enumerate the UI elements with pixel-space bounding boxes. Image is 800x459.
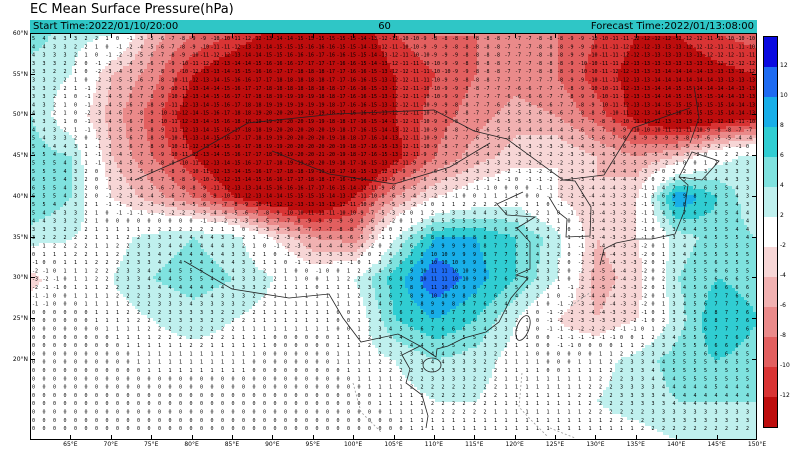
header-bar: Start Time:2022/01/10/20:00 60 Forecast … — [30, 20, 757, 33]
x-tick-label: 75°E — [143, 441, 159, 448]
page-title: EC Mean Surface Pressure(hPa) — [30, 2, 234, 17]
y-tick-label: 30°N — [12, 274, 28, 282]
colorbar-segment — [764, 247, 777, 277]
x-tick-label: 140°E — [667, 441, 686, 448]
y-tick-label: 55°N — [12, 70, 28, 78]
colorbar-segment — [764, 277, 777, 307]
x-tick-label: 105°E — [384, 441, 403, 448]
colorbar-label: -10 — [780, 362, 790, 369]
colorbar-segment — [764, 217, 777, 247]
colorbar-segment — [764, 187, 777, 217]
x-tick-label: 95°E — [305, 441, 320, 448]
x-tick-label: 80°E — [184, 441, 199, 448]
colorbar-label: 8 — [780, 122, 784, 129]
colorbar-segment — [764, 367, 777, 397]
colorbar — [763, 36, 778, 428]
colorbar-segment — [764, 37, 777, 67]
x-tick-label: 130°E — [586, 441, 605, 448]
colorbar-label: -4 — [780, 272, 786, 279]
colorbar-label: 4 — [780, 182, 784, 189]
x-tick-label: 110°E — [424, 441, 443, 448]
x-tick-label: 120°E — [505, 441, 524, 448]
forecast-hour-label: 60 — [378, 21, 391, 32]
x-tick-label: 145°E — [707, 441, 726, 448]
y-tick-label: 20°N — [12, 355, 28, 363]
colorbar-segment — [764, 127, 777, 157]
colorbar-segment — [764, 97, 777, 127]
colorbar-segment — [764, 157, 777, 187]
colorbar-label: -12 — [780, 392, 790, 399]
colorbar-segment — [764, 67, 777, 97]
colorbar-label: 6 — [780, 152, 784, 159]
colorbar-label: 12 — [780, 62, 788, 69]
colorbar-segment — [764, 307, 777, 337]
x-tick-label: 90°E — [265, 441, 280, 448]
x-tick-label: 100°E — [343, 441, 363, 448]
y-tick-label: 45°N — [12, 152, 28, 160]
x-tick-label: 70°E — [103, 441, 118, 448]
colorbar-segment — [764, 337, 777, 367]
colorbar-label: -8 — [780, 332, 786, 339]
forecast-time-label: Forecast Time:2022/01/13:08:00 — [590, 21, 754, 32]
x-tick-label: 85°E — [224, 441, 240, 448]
x-tick-label: 150°E — [747, 441, 767, 448]
start-time-label: Start Time:2022/01/10/20:00 — [33, 21, 179, 32]
x-tick-label: 125°E — [545, 441, 565, 448]
y-tick-label: 50°N — [12, 111, 28, 119]
map-area — [30, 33, 757, 440]
x-tick-label: 115°E — [465, 441, 484, 448]
y-tick-label: 25°N — [12, 314, 28, 322]
y-tick-label: 35°N — [12, 233, 28, 241]
x-axis: 65°E 70°E 75°E 80°E 85°E 90°E 95°E 100°E 105°E 11… — [30, 441, 766, 451]
colorbar-labels: 12 10 8 6 4 2 -2 -4 -6 -8 -10 -12 — [780, 36, 798, 426]
colorbar-segment — [764, 397, 777, 427]
colorbar-label: 10 — [780, 92, 788, 99]
y-tick-label: 40°N — [12, 192, 28, 200]
pressure-anomaly-map — [30, 33, 757, 440]
colorbar-label: -6 — [780, 302, 786, 309]
x-tick-label: 65°E — [63, 441, 78, 448]
colorbar-label: 2 — [780, 212, 784, 219]
x-tick-label: 135°E — [626, 441, 645, 448]
y-axis: 60°N 55°N 50°N 45°N 40°N 35°N 30°N 25°N 20°N — [2, 30, 29, 440]
y-tick-label: 60°N — [12, 30, 28, 37]
colorbar-label: -2 — [780, 242, 786, 249]
